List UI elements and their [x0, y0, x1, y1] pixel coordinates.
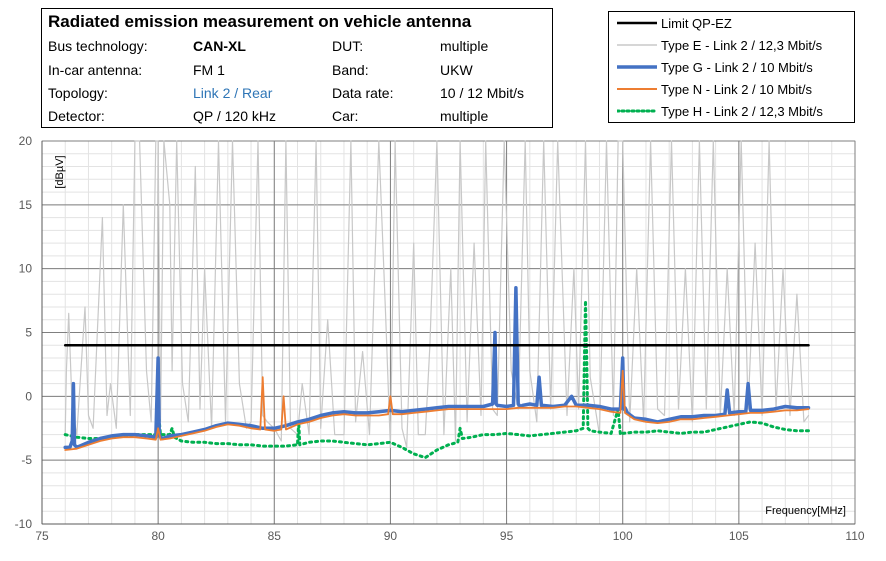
x-tick-label: 90: [384, 529, 398, 543]
axis-ticks: 75 80 85 90 95 100 105 110 -10 -5 0 5 10 15 20: [15, 134, 865, 543]
series-type-e: [64, 140, 810, 448]
legend-swatch-type-g: [617, 65, 657, 69]
info-value-topology: Link 2 / Rear: [193, 85, 273, 101]
info-label-band: Band:: [332, 62, 369, 78]
chart-grid: [41, 140, 856, 525]
legend-label-type-h: Type H - Link 2 / 12,3 Mbit/s: [661, 104, 823, 119]
x-tick-label: 110: [845, 529, 864, 543]
legend-label-type-e: Type E - Link 2 / 12,3 Mbit/s: [661, 38, 823, 53]
y-tick-label: 10: [19, 262, 33, 276]
x-tick-label: 80: [151, 529, 165, 543]
x-axis-label: Frequency[MHz]: [765, 505, 846, 517]
x-tick-label: 100: [613, 529, 633, 543]
y-tick-label: 15: [19, 198, 33, 212]
chart-legend: Limit QP-EZ Type E - Link 2 / 12,3 Mbit/…: [608, 11, 855, 123]
measurement-info-box: Radiated emission measurement on vehicle…: [41, 8, 553, 128]
legend-item-type-h: Type H - Link 2 / 12,3 Mbit/s: [609, 101, 854, 123]
info-label-car: Car:: [332, 108, 359, 124]
legend-item-type-g: Type G - Link 2 / 10 Mbit/s: [609, 57, 854, 79]
legend-swatch-type-e: [617, 44, 657, 46]
y-tick-label: -10: [15, 517, 33, 531]
legend-item-limit: Limit QP-EZ: [609, 13, 854, 35]
info-value-band: UKW: [440, 62, 473, 78]
info-label-data-rate: Data rate:: [332, 85, 394, 101]
legend-swatch-type-h: [617, 109, 659, 113]
info-value-detector: QP / 120 kHz: [193, 108, 277, 124]
info-label-dut: DUT:: [332, 38, 364, 54]
y-tick-label: -5: [21, 453, 32, 467]
y-axis-label: [dBµV]: [54, 155, 66, 188]
info-label-in-car-antenna: In-car antenna:: [48, 62, 143, 78]
info-value-bus-technology: CAN-XL: [193, 38, 246, 54]
info-label-bus-technology: Bus technology:: [48, 38, 148, 54]
x-tick-label: 105: [729, 529, 749, 543]
legend-item-type-e: Type E - Link 2 / 12,3 Mbit/s: [609, 35, 854, 57]
legend-label-type-g: Type G - Link 2 / 10 Mbit/s: [661, 60, 813, 75]
info-label-topology: Topology:: [48, 85, 108, 101]
legend-label-type-n: Type N - Link 2 / 10 Mbit/s: [661, 82, 813, 97]
legend-swatch-limit: [617, 21, 657, 25]
info-value-in-car-antenna: FM 1: [193, 62, 225, 78]
info-label-detector: Detector:: [48, 108, 105, 124]
info-title: Radiated emission measurement on vehicle…: [48, 12, 472, 31]
legend-item-type-n: Type N - Link 2 / 10 Mbit/s: [609, 79, 854, 101]
x-tick-label: 75: [35, 529, 49, 543]
info-value-car: multiple: [440, 108, 489, 124]
legend-label-limit: Limit QP-EZ: [661, 16, 732, 31]
chart-series: [63, 140, 811, 460]
info-value-data-rate: 10 / 12 Mbit/s: [440, 85, 525, 101]
y-tick-label: 5: [25, 326, 32, 340]
info-value-dut: multiple: [440, 38, 489, 54]
x-tick-label: 95: [500, 529, 514, 543]
y-tick-label: 0: [25, 389, 32, 403]
y-tick-label: 20: [19, 134, 33, 148]
series-type-n: [64, 369, 810, 451]
x-tick-label: 85: [268, 529, 282, 543]
legend-swatch-type-n: [617, 88, 657, 90]
